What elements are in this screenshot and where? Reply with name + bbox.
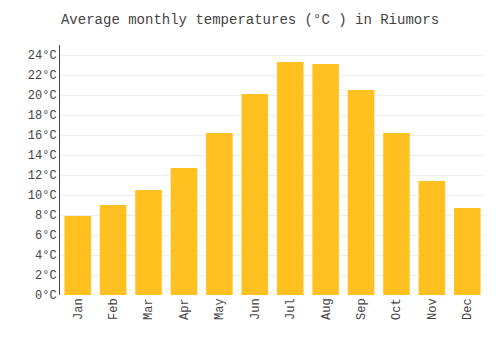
svg-text:Apr: Apr bbox=[178, 298, 192, 320]
svg-text:0°C: 0°C bbox=[35, 289, 57, 303]
svg-text:8°C: 8°C bbox=[35, 209, 57, 223]
svg-text:24°C: 24°C bbox=[28, 49, 57, 63]
svg-text:20°C: 20°C bbox=[28, 89, 57, 103]
svg-text:14°C: 14°C bbox=[28, 149, 57, 163]
svg-text:Jan: Jan bbox=[72, 298, 86, 320]
svg-text:Oct: Oct bbox=[390, 298, 404, 320]
svg-text:Aug: Aug bbox=[320, 298, 334, 320]
svg-text:4°C: 4°C bbox=[35, 249, 57, 263]
svg-text:Nov: Nov bbox=[426, 298, 440, 320]
svg-text:Mar: Mar bbox=[142, 298, 156, 320]
svg-text:22°C: 22°C bbox=[28, 69, 57, 83]
svg-text:Average monthly temperatures (: Average monthly temperatures (°C ) in Ri… bbox=[61, 12, 439, 28]
svg-text:Sep: Sep bbox=[355, 298, 369, 320]
svg-text:2°C: 2°C bbox=[35, 269, 57, 283]
svg-text:Jun: Jun bbox=[249, 298, 263, 320]
svg-text:12°C: 12°C bbox=[28, 169, 57, 183]
svg-text:16°C: 16°C bbox=[28, 129, 57, 143]
svg-text:6°C: 6°C bbox=[35, 229, 57, 243]
svg-text:Jul: Jul bbox=[284, 298, 298, 320]
svg-text:May: May bbox=[213, 298, 227, 320]
svg-text:10°C: 10°C bbox=[28, 189, 57, 203]
svg-text:18°C: 18°C bbox=[28, 109, 57, 123]
svg-text:Feb: Feb bbox=[107, 298, 121, 320]
svg-text:Dec: Dec bbox=[461, 298, 475, 320]
